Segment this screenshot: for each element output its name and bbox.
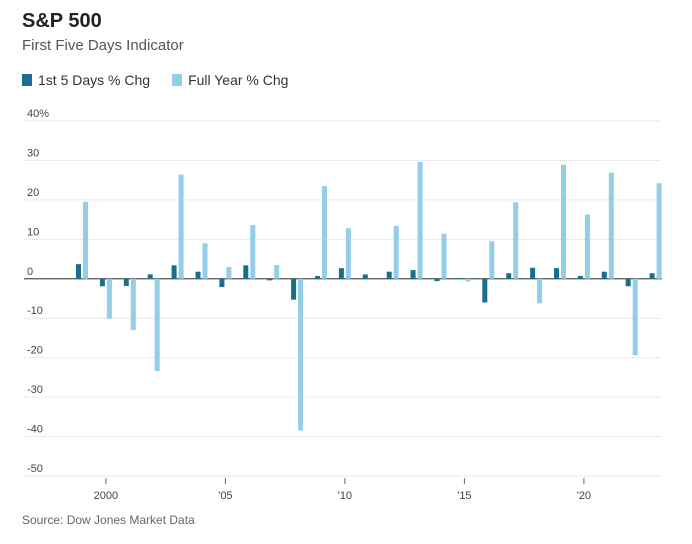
bar-full-year-2000 bbox=[106, 278, 112, 319]
legend-swatch-full-year bbox=[172, 74, 183, 86]
bar-first-five-days-2009 bbox=[315, 276, 320, 279]
bar-full-year-2018 bbox=[537, 278, 543, 304]
x-tick-label: '10 bbox=[338, 490, 352, 502]
chart-title: S&P 500 bbox=[22, 10, 102, 32]
bar-full-year-2008 bbox=[298, 278, 304, 431]
bar-first-five-days-1999 bbox=[76, 264, 81, 279]
bar-full-year-2012 bbox=[393, 225, 399, 279]
x-tick-label: '05 bbox=[218, 490, 232, 502]
bar-first-five-days-2006 bbox=[243, 265, 249, 279]
x-tick-label: '15 bbox=[457, 490, 471, 502]
bar-first-five-days-2013 bbox=[410, 270, 416, 279]
bar-full-year-2003 bbox=[178, 174, 184, 279]
bar-first-five-days-2014 bbox=[434, 278, 440, 282]
bar-first-five-days-2003 bbox=[171, 265, 177, 279]
bar-full-year-2010 bbox=[345, 228, 351, 279]
bar-first-five-days-2012 bbox=[386, 271, 392, 279]
bar-full-year-2002 bbox=[154, 278, 160, 372]
legend-item-first-five-days: 1st 5 Days % Chg bbox=[22, 72, 150, 88]
bar-full-year-2023 bbox=[656, 183, 662, 279]
bar-first-five-days-2000 bbox=[99, 278, 105, 287]
bar-full-year-2015 bbox=[465, 278, 471, 282]
y-tick-label: 40% bbox=[27, 108, 49, 120]
legend-swatch-first-five-days bbox=[22, 74, 32, 86]
bar-first-five-days-2004 bbox=[195, 271, 201, 279]
bar-full-year-2019 bbox=[561, 164, 566, 279]
bar-full-year-2004 bbox=[202, 243, 208, 279]
bar-full-year-2005 bbox=[226, 266, 232, 279]
x-tick-label: '20 bbox=[577, 490, 591, 502]
bar-first-five-days-2022 bbox=[625, 278, 631, 287]
bar-first-five-days-2023 bbox=[649, 273, 655, 279]
y-tick-label: 20 bbox=[27, 187, 39, 199]
y-tick-label: -20 bbox=[27, 345, 43, 357]
bar-first-five-days-2005 bbox=[219, 278, 225, 288]
bar-full-year-2016 bbox=[489, 241, 495, 279]
bar-full-year-2021 bbox=[608, 172, 614, 279]
bar-full-year-2020 bbox=[584, 214, 590, 279]
bar-first-five-days-2017 bbox=[506, 273, 512, 279]
bar-first-five-days-2021 bbox=[601, 271, 607, 279]
y-tick-label: -10 bbox=[27, 305, 43, 317]
bar-full-year-1999 bbox=[83, 201, 88, 279]
y-tick-label: 10 bbox=[27, 226, 39, 238]
bar-full-year-2014 bbox=[441, 233, 447, 279]
source-note: Source: Dow Jones Market Data bbox=[22, 513, 195, 527]
bar-first-five-days-2020 bbox=[577, 276, 583, 279]
bar-full-year-2013 bbox=[417, 162, 423, 279]
bar-full-year-2017 bbox=[513, 202, 519, 279]
bar-first-five-days-2019 bbox=[554, 268, 559, 279]
y-tick-label: -30 bbox=[27, 384, 43, 396]
bar-first-five-days-2010 bbox=[338, 268, 344, 279]
y-tick-label: -50 bbox=[27, 463, 43, 475]
y-axis-ticks: 40% 30 20 10 0 -10 -20 -30 -40 -50 bbox=[27, 108, 49, 475]
y-tick-label: 30 bbox=[27, 147, 39, 159]
bar-first-five-days-2002 bbox=[147, 274, 153, 279]
y-tick-label: -40 bbox=[27, 424, 43, 436]
bar-first-five-days-2011 bbox=[362, 274, 368, 279]
bar-full-year-2007 bbox=[274, 264, 280, 279]
bar-full-year-2006 bbox=[250, 225, 256, 279]
bar-first-five-days-2016 bbox=[482, 278, 488, 303]
bar-first-five-days-2007 bbox=[267, 278, 273, 281]
chart-legend: 1st 5 Days % Chg Full Year % Chg bbox=[22, 72, 310, 88]
bar-full-year-2022 bbox=[632, 278, 638, 356]
gridlines bbox=[24, 120, 662, 477]
chart-subtitle: First Five Days Indicator bbox=[22, 37, 184, 54]
y-tick-label: 0 bbox=[27, 266, 33, 278]
legend-label-first-five-days: 1st 5 Days % Chg bbox=[38, 72, 151, 88]
bar-full-year-2009 bbox=[322, 186, 327, 279]
x-tick-label: 2000 bbox=[94, 490, 118, 502]
bar-first-five-days-2018 bbox=[530, 267, 536, 279]
x-axis: 2000 '05 '10 '15 '20 bbox=[94, 478, 591, 502]
bar-first-five-days-2015 bbox=[458, 277, 464, 279]
legend-label-full-year: Full Year % Chg bbox=[188, 72, 289, 88]
bar-full-year-2001 bbox=[130, 278, 136, 331]
bars bbox=[76, 162, 662, 431]
bar-first-five-days-2008 bbox=[291, 278, 297, 300]
bar-first-five-days-2001 bbox=[123, 278, 129, 286]
legend-item-full-year: Full Year % Chg bbox=[172, 72, 288, 88]
